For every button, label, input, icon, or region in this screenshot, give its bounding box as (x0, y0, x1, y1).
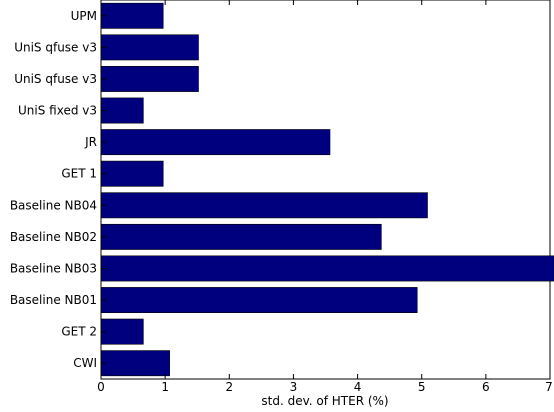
bar (100, 350, 170, 377)
category-label: JR (84, 135, 97, 149)
category-label: UniS qfuse v3 (14, 72, 97, 86)
x-tick-label: 7 (545, 380, 553, 394)
x-axis-label: std. dev. of HTER (%) (261, 394, 388, 408)
x-tick-label: 5 (418, 380, 426, 394)
category-label: UPM (71, 9, 97, 23)
x-axis-ticks: 0 1 2 3 4 5 6 7 (97, 0, 553, 394)
bar (100, 223, 382, 250)
category-label: Baseline NB03 (10, 261, 97, 275)
category-label: GET 1 (61, 167, 97, 181)
x-tick-label: 2 (225, 380, 233, 394)
bar (100, 160, 164, 187)
category-label: UniS qfuse v3 (14, 40, 97, 54)
x-tick-label: 1 (161, 380, 169, 394)
bar (100, 2, 164, 29)
bar (100, 255, 554, 282)
category-labels: UPM UniS qfuse v3 UniS qfuse v3 UniS fixed … (10, 9, 106, 370)
plot-frame (100, 0, 551, 380)
category-label: GET 2 (61, 325, 97, 339)
x-tick-label: 0 (97, 380, 105, 394)
bar (100, 318, 144, 345)
category-label: UniS fixed v3 (18, 104, 97, 118)
category-label: Baseline NB02 (10, 230, 97, 244)
bars (100, 2, 554, 377)
bar (100, 97, 144, 124)
bar (100, 192, 428, 219)
bar (100, 129, 331, 156)
bar (100, 66, 199, 92)
x-tick-label: 3 (290, 380, 298, 394)
category-label: CWI (73, 356, 97, 370)
plot-area: UPM UniS qfuse v3 UniS qfuse v3 UniS fixed … (10, 0, 554, 394)
category-label: Baseline NB01 (10, 293, 97, 307)
bar (100, 287, 418, 313)
bar (100, 34, 199, 61)
x-tick-label: 4 (354, 380, 362, 394)
category-label: Baseline NB04 (10, 198, 97, 212)
x-tick-label: 6 (482, 380, 490, 394)
